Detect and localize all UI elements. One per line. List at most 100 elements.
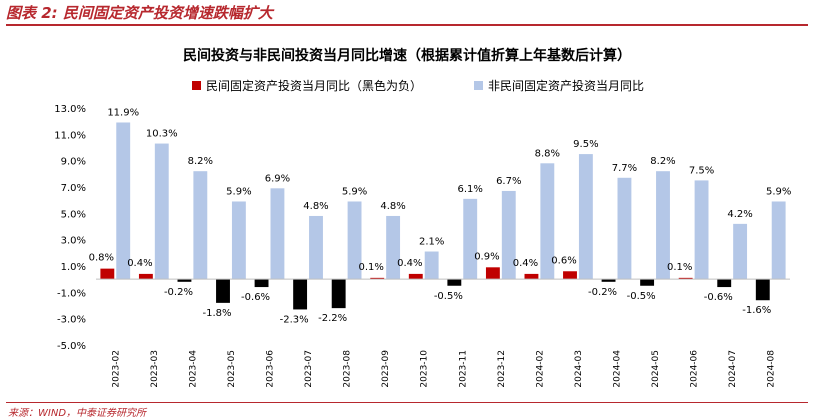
bar-private [293, 279, 308, 310]
data-label-nonprivate: 6.9% [265, 173, 290, 184]
bar-nonprivate [540, 163, 555, 280]
x-tick-label: 2024-03 [574, 350, 584, 388]
legend-label-private: 民间固定资产投资当月同比（黑色为负） [206, 78, 422, 93]
data-label-nonprivate: 8.2% [650, 156, 675, 167]
data-label-private: 0.4% [397, 258, 422, 269]
bar-private [177, 279, 192, 282]
data-label-private: 0.8% [89, 253, 114, 264]
x-tick-label: 2023-10 [420, 350, 430, 388]
y-tick-label: 3.0% [61, 236, 86, 247]
data-label-nonprivate: 9.5% [573, 139, 598, 150]
bar-private [138, 273, 153, 280]
x-tick-label: 2023-07 [304, 350, 314, 388]
legend-swatch-nonprivate [474, 81, 483, 90]
data-label-private: -2.3% [280, 314, 309, 325]
bars [100, 122, 786, 310]
data-label-nonprivate: 11.9% [107, 107, 139, 118]
x-tick-label: 2024-08 [767, 350, 777, 388]
bar-private [100, 268, 115, 280]
bar-private [640, 279, 655, 286]
bar-private [254, 279, 269, 288]
bar-private [717, 279, 732, 288]
data-label-private: 0.1% [359, 262, 384, 273]
x-tick-label: 2023-04 [188, 350, 198, 388]
data-label-nonprivate: 6.7% [496, 176, 521, 187]
bar-nonprivate [347, 201, 362, 280]
y-tick-label: 1.0% [61, 262, 86, 273]
legend-label-nonprivate: 非民间固定资产投资当月同比 [488, 78, 644, 93]
data-label-nonprivate: 5.9% [766, 186, 791, 197]
bar-private [485, 267, 500, 280]
data-label-private: -0.6% [704, 292, 733, 303]
bar-nonprivate [154, 143, 169, 280]
chart-title: 民间投资与非民间投资当月同比增速（根据累计值折算上年基数后计算） [183, 47, 631, 64]
data-label-private: -2.2% [318, 313, 347, 324]
data-label-private: -0.5% [434, 291, 463, 302]
bar-private [216, 279, 230, 303]
y-tick-label: -5.0% [57, 341, 86, 352]
data-label-nonprivate: 10.3% [146, 129, 178, 140]
data-labels: 0.8% 11.9% 0.4% 10.3% -0.2% 8.2% -1.8% 5.9% -0.6… [89, 107, 792, 325]
bar-nonprivate [656, 171, 670, 280]
bar-nonprivate [424, 251, 439, 280]
bar-private [563, 271, 577, 280]
caption-rule [6, 24, 808, 26]
figure-caption: 图表 2: 民间固定资产投资增速跌幅扩大 [6, 4, 273, 22]
data-label-private: 0.6% [551, 255, 576, 266]
bar-nonprivate [193, 171, 208, 280]
bar-private [408, 273, 423, 280]
source-rule [6, 402, 808, 403]
y-tick-label: -3.0% [57, 315, 86, 326]
y-tick-label: 5.0% [61, 209, 86, 220]
bar-nonprivate [617, 177, 632, 280]
data-label-private: 0.1% [667, 262, 692, 273]
x-tick-label: 2024-02 [535, 350, 545, 388]
x-tick-label: 2023-05 [227, 350, 237, 388]
data-label-private: -1.6% [742, 305, 771, 316]
bar-private [370, 277, 385, 280]
data-label-nonprivate: 2.1% [419, 237, 444, 248]
data-label-private: 0.4% [127, 258, 152, 269]
x-tick-label: 2023-08 [343, 350, 353, 388]
data-label-nonprivate: 5.9% [226, 186, 251, 197]
data-label-private: 0.4% [513, 258, 538, 269]
data-label-nonprivate: 8.2% [188, 156, 213, 167]
bar-nonprivate [116, 122, 131, 280]
legend: 民间固定资产投资当月同比（黑色为负） 非民间固定资产投资当月同比 [192, 78, 644, 93]
data-label-private: -0.2% [588, 287, 617, 298]
source-note: 来源：WIND，中泰证券研究所 [8, 408, 147, 419]
data-label-private: 0.9% [474, 251, 499, 262]
data-label-private: -0.5% [627, 291, 656, 302]
bar-private [447, 279, 462, 286]
bar-nonprivate [694, 180, 709, 280]
x-tick-label: 2023-11 [458, 350, 468, 388]
data-label-nonprivate: 6.1% [458, 184, 483, 195]
bar-nonprivate [386, 215, 401, 280]
data-label-nonprivate: 4.8% [303, 201, 328, 212]
y-tick-label: 13.0% [54, 104, 86, 115]
data-label-nonprivate: 5.9% [342, 186, 367, 197]
bar-nonprivate [501, 190, 516, 280]
x-tick-label: 2024-06 [690, 350, 700, 388]
y-axis: -5.0% -3.0% -1.0% 1.0% 3.0% 5.0% 7.0% 9.0% 11.0%… [54, 104, 86, 352]
bar-nonprivate [309, 215, 323, 280]
x-tick-label: 2023-03 [150, 350, 160, 388]
bar-private [678, 277, 693, 280]
x-tick-label: 2023-02 [111, 350, 121, 388]
bar-private [601, 279, 616, 282]
x-tick-label: 2023-12 [497, 350, 507, 388]
data-label-private: -0.6% [241, 292, 270, 303]
bar-nonprivate [231, 201, 246, 280]
y-tick-label: 7.0% [61, 183, 86, 194]
bar-nonprivate [733, 223, 748, 280]
x-tick-label: 2023-06 [266, 350, 276, 388]
data-label-nonprivate: 8.8% [535, 148, 560, 159]
data-label-nonprivate: 7.7% [612, 163, 637, 174]
x-tick-label: 2024-07 [728, 350, 738, 388]
x-tick-label: 2024-05 [651, 350, 661, 388]
data-label-private: -1.8% [202, 308, 231, 319]
bar-private [331, 279, 346, 309]
data-label-nonprivate: 4.2% [727, 209, 752, 220]
data-label-private: -0.2% [164, 287, 193, 298]
